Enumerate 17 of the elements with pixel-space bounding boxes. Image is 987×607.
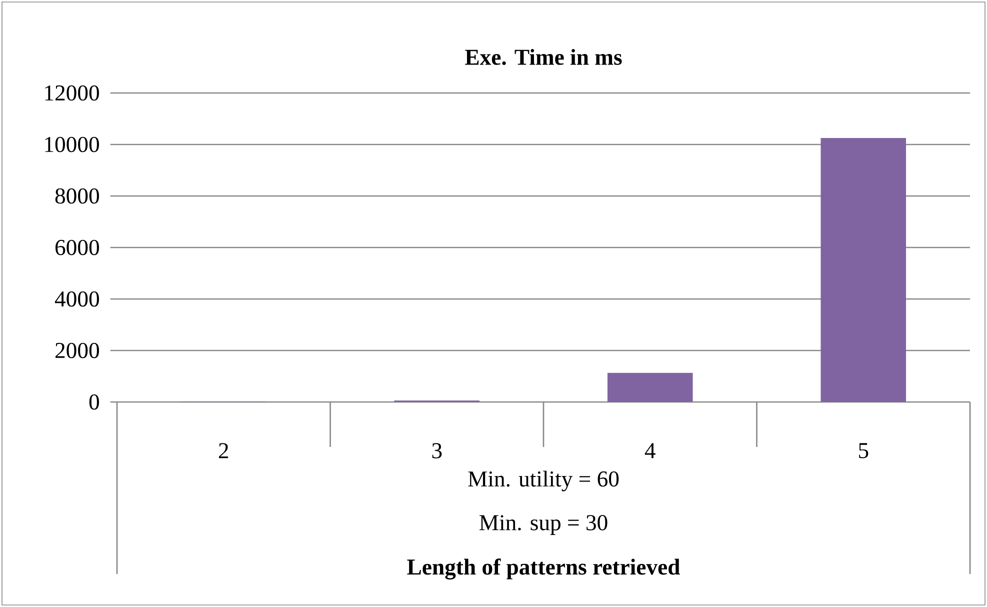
y-tick-label: 10000 bbox=[45, 136, 99, 152]
bar bbox=[820, 138, 906, 402]
text: Min. utility = 60 bbox=[468, 470, 619, 492]
y-tick-label: 6000 bbox=[56, 240, 99, 256]
y-tick-label: 4000 bbox=[54, 291, 99, 307]
chart-title: Exe. Time in ms bbox=[465, 48, 622, 66]
y-tick-label: 8000 bbox=[55, 188, 99, 204]
y-tick-label: 12000 bbox=[45, 85, 99, 101]
bar bbox=[607, 372, 693, 402]
x-tick-label: 3 bbox=[432, 443, 442, 458]
x-tick-label: 5 bbox=[859, 443, 868, 458]
x-tick-label: 4 bbox=[644, 443, 656, 458]
x-tick-label: 2 bbox=[218, 443, 228, 458]
y-tick-label: 2000 bbox=[56, 342, 99, 358]
text: Min. sup = 30 bbox=[480, 515, 608, 535]
text: Length of patterns retrieved bbox=[407, 558, 680, 580]
y-tick-label: 0 bbox=[89, 394, 99, 410]
